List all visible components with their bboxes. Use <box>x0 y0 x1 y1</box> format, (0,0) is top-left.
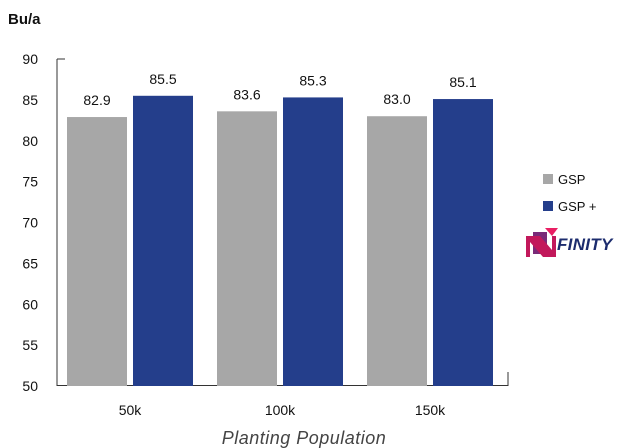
bar-gsp-100k <box>217 111 277 386</box>
y-tick-label: 75 <box>22 174 38 190</box>
logo-mark-accent <box>545 228 558 236</box>
x-category-label: 150k <box>415 402 446 418</box>
y-tick-label: 85 <box>22 92 38 108</box>
bar-gsp-plus-50k <box>133 95 193 386</box>
y-tick-label: 70 <box>22 215 38 231</box>
legend-label-gsp: GSP <box>558 172 585 187</box>
y-tick-label: 65 <box>22 255 38 271</box>
x-category-label: 50k <box>119 402 143 418</box>
data-labels: 82.9 85.5 83.6 85.3 83.0 85.1 <box>83 71 476 108</box>
x-axis-categories: 50k 100k 150k <box>119 402 446 418</box>
y-axis: 50 55 60 65 70 75 80 85 90 <box>22 51 38 394</box>
data-label: 85.3 <box>299 72 326 88</box>
nfinity-logo: FINITY <box>526 228 614 257</box>
data-label: 83.0 <box>383 91 410 107</box>
legend: GSP GSP + <box>543 172 596 214</box>
x-axis-title: Planting Population <box>222 428 387 448</box>
logo-mark-n <box>526 236 556 257</box>
bar-gsp-150k <box>367 116 427 386</box>
bar-gsp-50k <box>67 117 127 386</box>
y-tick-label: 50 <box>22 378 38 394</box>
bar-gsp-plus-150k <box>433 99 493 387</box>
data-label: 85.5 <box>149 71 176 87</box>
legend-swatch-gsp <box>543 174 553 184</box>
bar-gsp-plus-100k <box>283 97 343 387</box>
legend-label-gsp-plus: GSP + <box>558 199 596 214</box>
y-tick-label: 80 <box>22 133 38 149</box>
y-tick-label: 60 <box>22 296 38 312</box>
y-tick-label: 90 <box>22 51 38 67</box>
logo-text: FINITY <box>557 235 614 254</box>
y-axis-title: Bu/a <box>8 11 41 28</box>
x-category-label: 100k <box>265 402 296 418</box>
y-tick-label: 55 <box>22 337 38 353</box>
data-label: 85.1 <box>449 74 476 90</box>
data-label: 83.6 <box>233 86 260 102</box>
bars-group <box>67 95 493 387</box>
data-label: 82.9 <box>83 92 110 108</box>
legend-swatch-gsp-plus <box>543 201 553 211</box>
